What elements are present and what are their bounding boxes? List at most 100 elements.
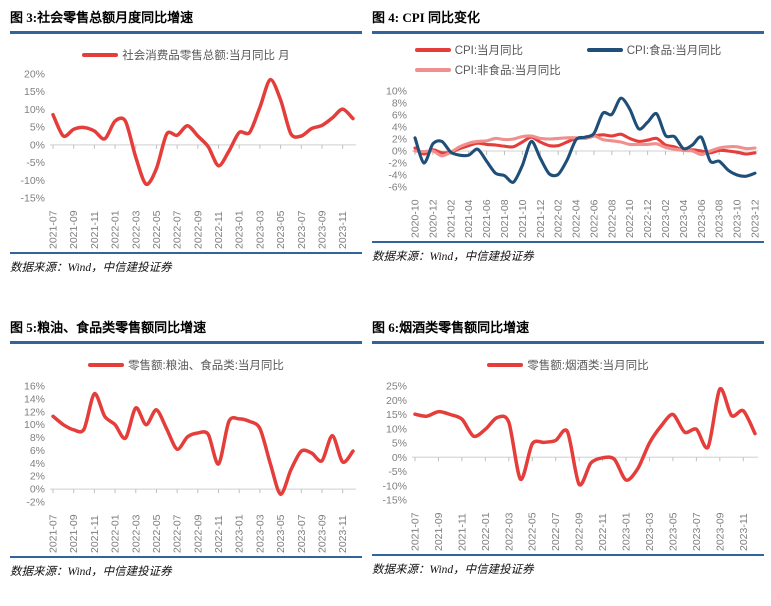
legend-item: CPI:食品:当月同比 [586,41,721,58]
svg-text:2021-08: 2021-08 [499,199,511,238]
source-divider [10,252,362,254]
svg-text:20%: 20% [386,395,407,407]
svg-text:2023-01: 2023-01 [234,514,246,553]
svg-text:2022-07: 2022-07 [550,512,562,551]
svg-text:2023-07: 2023-07 [296,514,308,553]
svg-text:2023-09: 2023-09 [316,514,328,553]
svg-text:2022-08: 2022-08 [606,199,618,238]
svg-text:2022-05: 2022-05 [527,512,539,551]
figure-6: 图 6:烟酒类零售额同比增速 零售额:烟酒类:当月同比 25% 20% 15% 10%… [372,318,764,577]
figure-5-plot: 16%14%12%10%8%6%4%2%0%-2%2021-07 2021-09 2… [24,381,356,553]
source-divider [10,556,362,558]
svg-text:2023-03: 2023-03 [254,210,266,249]
svg-text:2022-06: 2022-06 [588,199,600,238]
svg-text:-6%: -6% [388,182,407,194]
svg-text:2022-07: 2022-07 [172,514,184,553]
svg-text:2021-07: 2021-07 [48,514,60,553]
svg-text:0%: 0% [30,139,45,151]
line-swatch [586,47,623,52]
svg-text:2022-02: 2022-02 [553,199,565,238]
svg-text:2023-09: 2023-09 [316,210,328,249]
svg-text:2021-09: 2021-09 [68,210,80,249]
svg-text:2022-11: 2022-11 [213,515,225,553]
svg-text:2023-01: 2023-01 [621,512,633,551]
svg-text:2023-10: 2023-10 [732,199,744,238]
legend-label: 零售额:粮油、食品类:当月同比 [128,360,284,372]
svg-text:2022-03: 2022-03 [130,210,142,249]
svg-text:2023-03: 2023-03 [644,512,656,551]
svg-text:2022-09: 2022-09 [192,514,204,553]
svg-text:2023-11: 2023-11 [337,211,349,249]
svg-text:2021-04: 2021-04 [463,199,475,238]
svg-text:14%: 14% [24,393,45,405]
svg-text:2022-12: 2022-12 [642,199,654,238]
figure-3-plot: 20% 15% 10% 5% 0% -5% -10% -15%2021-07 2021-09 20… [20,69,356,249]
legend-item: 零售额:粮油、食品类:当月同比 [88,357,284,374]
svg-text:2023-11: 2023-11 [337,515,349,553]
source-note: 数据来源：Wind，中信建投证券 [372,564,534,576]
legend-label: CPI:当月同比 [454,44,524,57]
svg-text:25%: 25% [386,381,407,393]
svg-text:2021-07: 2021-07 [410,512,422,551]
svg-text:2021-07: 2021-07 [48,210,60,249]
svg-text:2022-01: 2022-01 [110,210,122,249]
svg-text:2023-02: 2023-02 [660,199,672,238]
svg-text:-10%: -10% [382,480,407,492]
svg-text:10%: 10% [386,423,407,435]
title-divider [372,341,764,344]
svg-text:5%: 5% [30,122,45,134]
figure-3-title: 图 3:社会零售总额月度同比增速 [10,10,194,25]
svg-text:2021-11: 2021-11 [89,515,101,553]
svg-text:8%: 8% [30,432,45,444]
svg-text:6%: 6% [30,445,45,457]
svg-text:2023-05: 2023-05 [275,514,287,553]
svg-text:-2%: -2% [26,497,45,509]
svg-text:2022-07: 2022-07 [172,210,184,249]
figure-6-legend: 零售额:烟酒类:当月同比 [372,357,764,373]
svg-text:2021-06: 2021-06 [481,199,493,238]
svg-text:2021-02: 2021-02 [445,199,457,238]
figure-6-title: 图 6:烟酒类零售额同比增速 [372,320,530,335]
line-swatch [414,67,451,72]
svg-text:-2%: -2% [388,158,407,170]
svg-text:2022-11: 2022-11 [213,211,225,249]
svg-text:2021-09: 2021-09 [433,512,445,551]
svg-text:-5%: -5% [26,157,45,169]
svg-text:2023-03: 2023-03 [254,514,266,553]
svg-text:20%: 20% [24,69,45,81]
figure-4-plot: 10%8%6%4%2%0%-2%-4%-6%2020-10 2020-12 2021… [386,86,762,239]
svg-text:4%: 4% [392,122,407,134]
source-note: 数据来源：Wind，中信建投证券 [10,566,172,578]
title-divider [10,341,362,344]
svg-text:2021-12: 2021-12 [535,199,547,238]
svg-text:2022-04: 2022-04 [571,199,583,238]
source-divider [372,241,764,243]
svg-text:0%: 0% [392,146,407,158]
svg-text:16%: 16% [24,381,45,393]
line-swatch [88,363,125,367]
svg-text:-15%: -15% [20,193,45,205]
svg-text:2020-10: 2020-10 [410,199,422,238]
svg-text:2023-08: 2023-08 [714,199,726,238]
svg-text:0%: 0% [392,452,407,464]
svg-text:2021-11: 2021-11 [456,513,468,551]
svg-text:2022-05: 2022-05 [151,210,163,249]
figure-3-legend: 社会消费品零售总额:当月同比 月 [10,47,362,63]
svg-text:2023-12: 2023-12 [750,199,762,238]
svg-text:15%: 15% [386,409,407,421]
svg-text:2023-09: 2023-09 [714,512,726,551]
svg-text:2022-10: 2022-10 [624,199,636,238]
svg-text:2021-09: 2021-09 [68,514,80,553]
svg-text:2023-05: 2023-05 [275,210,287,249]
svg-text:-4%: -4% [388,170,407,182]
legend-item: 零售额:烟酒类:当月同比 [487,357,649,374]
figure-4-legend: CPI:当月同比 CPI:食品:当月同比 CPI:非食品:当月同比 [372,41,764,78]
legend-label: 零售额:烟酒类:当月同比 [527,360,649,372]
figure-5: 图 5:粮油、食品类零售额同比增速 零售额:粮油、食品类:当月同比 16% 14%… [10,318,362,579]
svg-text:2023-01: 2023-01 [234,210,246,249]
svg-text:2023-05: 2023-05 [667,512,679,551]
svg-text:-15%: -15% [382,495,407,507]
svg-text:-10%: -10% [20,175,45,187]
figure-3: 图 3:社会零售总额月度同比增速 社会消费品零售总额:当月同比 月 20% 15%… [10,8,362,275]
